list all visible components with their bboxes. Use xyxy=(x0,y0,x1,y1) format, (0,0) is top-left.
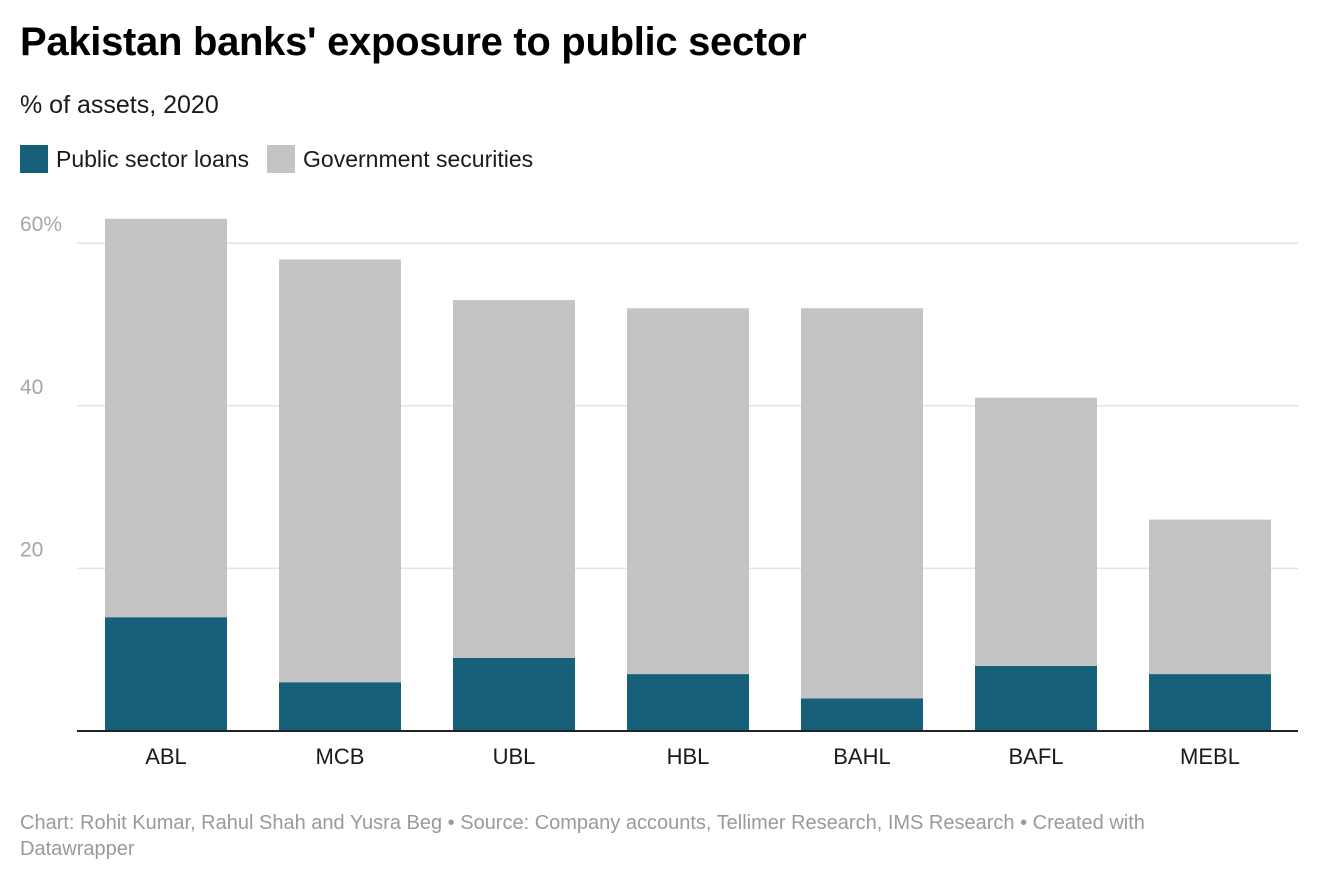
bar-mebl-loans xyxy=(1149,674,1271,731)
bar-ubl-loans xyxy=(453,657,575,731)
bar-bahl-securities xyxy=(801,308,923,699)
legend-item-securities: Government securities xyxy=(267,145,533,173)
y-tick-label-60: 60% xyxy=(20,213,62,236)
x-tick-label-mebl: MEBL xyxy=(1180,744,1240,769)
chart-subtitle: % of assets, 2020 xyxy=(20,91,219,119)
x-tick-label-abl: ABL xyxy=(145,744,187,769)
x-tick-label-bahl: BAHL xyxy=(833,744,890,769)
bar-mcb-loans xyxy=(279,682,401,731)
bar-bafl-loans xyxy=(975,665,1097,731)
bar-bahl-loans xyxy=(801,698,923,731)
legend-label-loans: Public sector loans xyxy=(56,145,250,172)
bar-hbl-securities xyxy=(627,308,749,675)
x-tick-label-hbl: HBL xyxy=(667,744,710,769)
x-tick-label-mcb: MCB xyxy=(316,744,365,769)
bar-abl-loans xyxy=(105,617,227,731)
bar-bafl-securities xyxy=(975,397,1097,666)
bar-hbl-loans xyxy=(627,674,749,731)
x-tick-label-bafl: BAFL xyxy=(1008,744,1063,769)
chart-title: Pakistan banks' exposure to public secto… xyxy=(20,20,807,64)
bar-abl-securities xyxy=(105,218,227,618)
bar-mcb-securities xyxy=(279,259,401,683)
legend: Public sector loans Government securitie… xyxy=(20,145,551,173)
legend-swatch-loans xyxy=(20,145,48,173)
legend-swatch-securities xyxy=(267,145,296,173)
stacked-bar-chart: 20 40 60% ABL MCB UBL HBL BAHL BAFL MEBL xyxy=(20,213,1298,769)
x-tick-label-ubl: UBL xyxy=(493,744,536,769)
legend-label-securities: Government securities xyxy=(303,145,534,172)
bar-mebl-securities xyxy=(1149,519,1271,675)
bar-ubl-securities xyxy=(453,300,575,658)
y-tick-label-40: 40 xyxy=(20,376,43,399)
footer-credit: Chart: Rohit Kumar, Rahul Shah and Yusra… xyxy=(20,812,1145,860)
y-tick-label-20: 20 xyxy=(20,538,43,561)
legend-item-loans: Public sector loans xyxy=(20,145,249,173)
